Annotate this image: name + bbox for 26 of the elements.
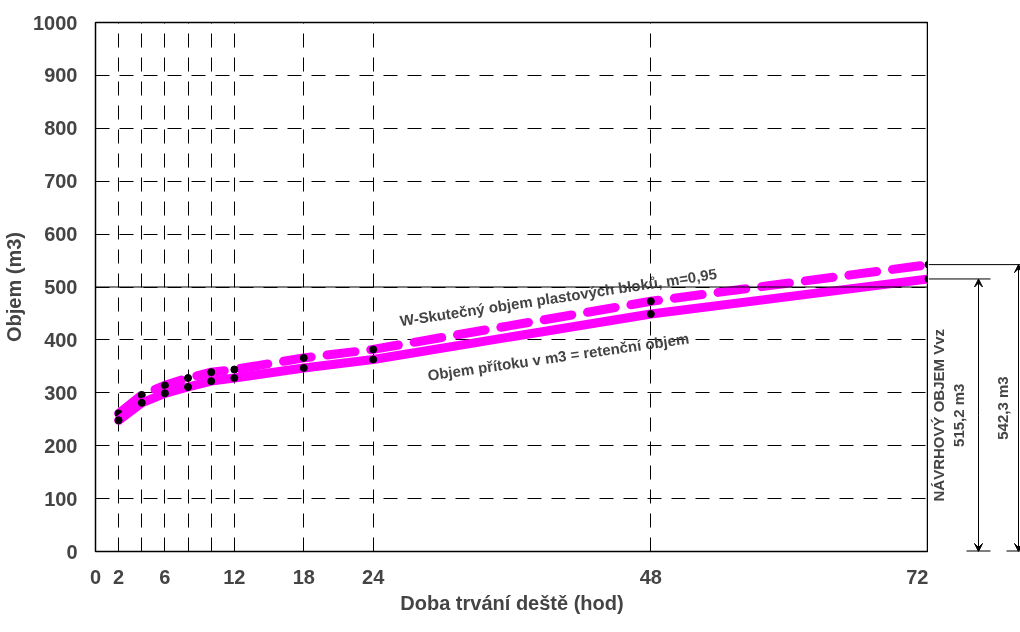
y-tick-label: 700 <box>44 170 78 193</box>
y-tick-label: 400 <box>44 328 78 351</box>
y-tick-label: 0 <box>66 540 78 563</box>
x-tick-label: 48 <box>639 565 662 588</box>
y-tick-label: 200 <box>44 434 78 457</box>
x-tick-label: 72 <box>906 565 929 588</box>
text: NÁVRHOVÝ OBJEM Vvz <box>930 328 947 502</box>
y-tick-label: 900 <box>44 64 78 87</box>
text: Objem přítoku v m3 = retenční objem <box>426 329 691 384</box>
text: 515,2 m3 <box>950 383 967 447</box>
y-tick-label: 100 <box>44 487 78 510</box>
text: 542,3 m3 <box>994 376 1011 440</box>
x-tick-label: 6 <box>159 565 171 588</box>
x-tick-label: 12 <box>223 565 246 588</box>
x-axis-title: Doba trvání deště (hod) <box>400 591 624 614</box>
y-tick-label: 1000 <box>33 11 78 34</box>
text: W-Skutečný objem plastových bloků, m=0,95 <box>398 265 718 330</box>
y-axis-title: Objem (m3) <box>3 231 26 343</box>
y-tick-label: 600 <box>44 223 78 246</box>
y-tick-label: 500 <box>44 276 78 298</box>
x-tick-label: 2 <box>113 565 125 588</box>
x-tick-label: 0 <box>89 565 102 588</box>
x-tick-label: 24 <box>362 565 386 588</box>
y-tick-label: 300 <box>44 381 78 404</box>
x-tick-label: 18 <box>292 565 315 588</box>
y-tick-label: 800 <box>44 117 78 140</box>
